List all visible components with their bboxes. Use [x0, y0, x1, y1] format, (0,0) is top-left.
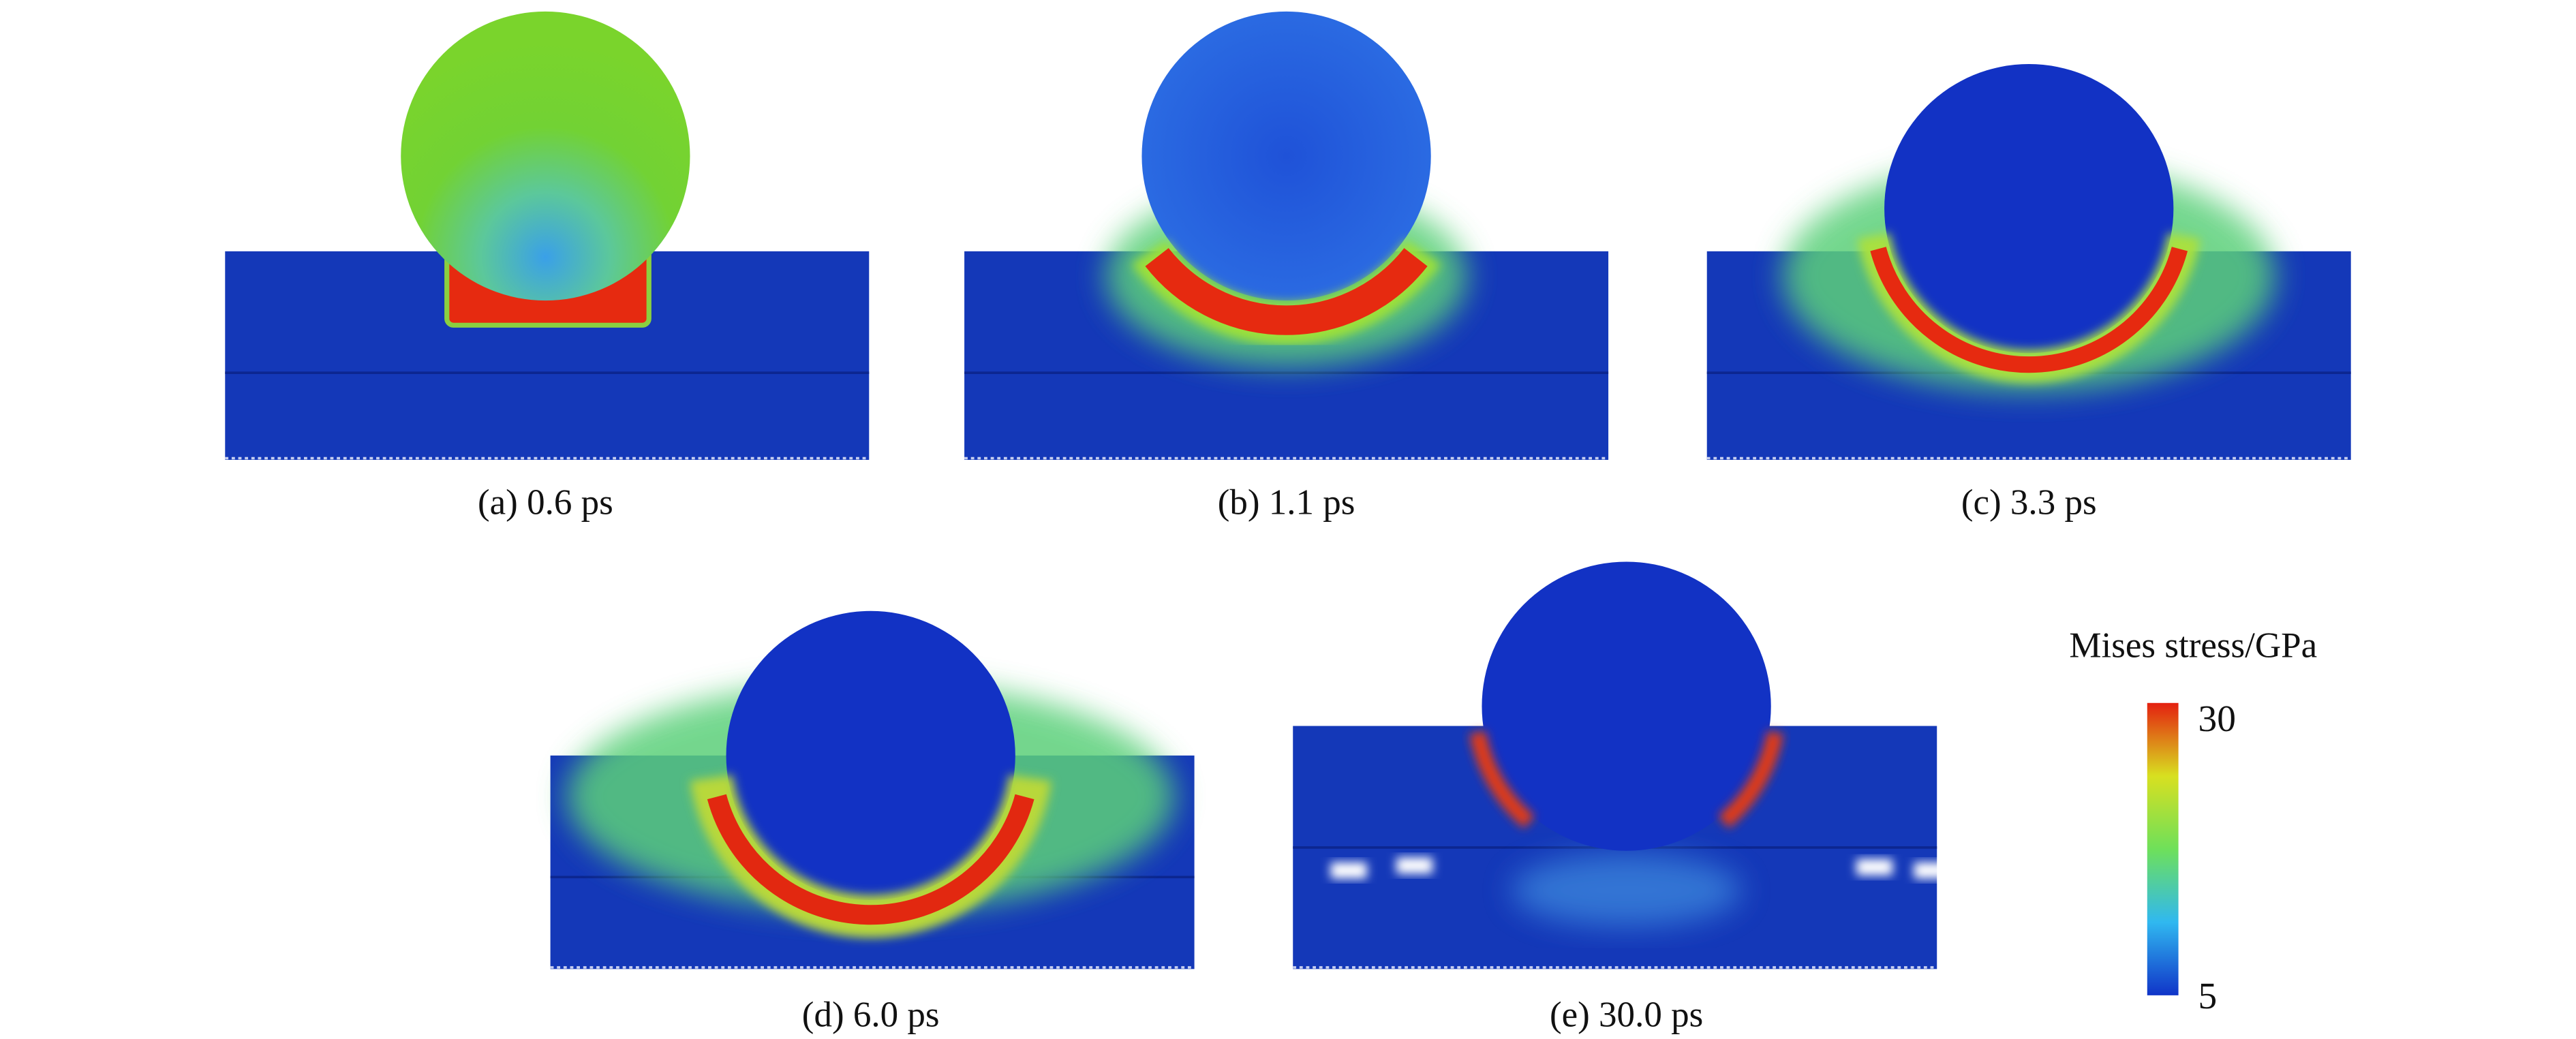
void — [1330, 862, 1367, 879]
sphere — [1482, 561, 1771, 851]
panel-caption: (a) 0.6 ps — [478, 483, 613, 523]
panel: (e) 30.0 ps — [1293, 561, 1950, 1035]
void — [1396, 857, 1433, 874]
sphere — [1884, 64, 2174, 354]
sphere — [1141, 11, 1431, 301]
panel: (b) 1.1 ps — [964, 11, 1609, 523]
colorbar-max: 30 — [2198, 698, 2236, 739]
void — [1856, 858, 1893, 875]
stress-band — [1718, 730, 1783, 828]
stress-band — [707, 794, 1034, 925]
panel: (c) 3.3 ps — [1706, 64, 2351, 523]
void — [1914, 862, 1950, 879]
panel-caption: (e) 30.0 ps — [1550, 995, 1703, 1035]
panel-caption: (d) 6.0 ps — [802, 995, 940, 1035]
panel: (a) 0.6 ps — [225, 11, 870, 523]
stress-band — [1469, 730, 1535, 828]
panel-caption: (c) 3.3 ps — [1961, 483, 2097, 523]
stress-band — [1145, 247, 1428, 335]
panel-caption: (b) 1.1 ps — [1218, 483, 1355, 523]
colorbar-min: 5 — [2198, 975, 2218, 1017]
sphere — [401, 11, 690, 301]
colorbar — [2147, 702, 2179, 995]
stress-band — [1870, 247, 2188, 373]
panel: (d) 6.0 ps — [550, 610, 1195, 1035]
colorbar-title: Mises stress/GPa — [2069, 625, 2317, 665]
sphere — [726, 610, 1015, 901]
stress-halo — [1511, 854, 1742, 927]
